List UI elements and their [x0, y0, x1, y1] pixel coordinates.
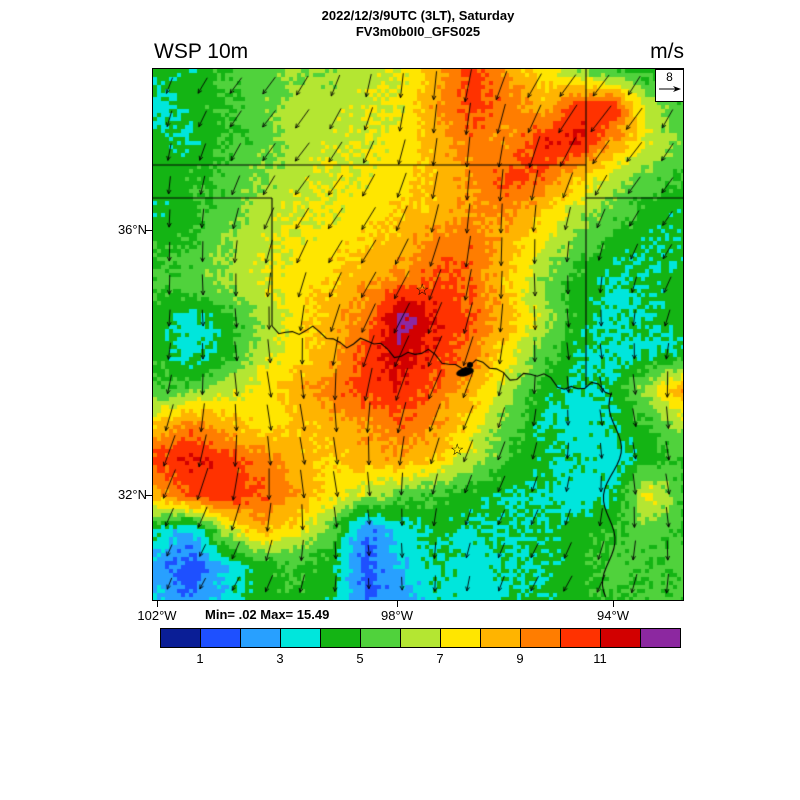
colorbar-tick-label: 5 — [356, 651, 364, 666]
plot-title-datetime: 2022/12/3/9UTC (3LT), Saturday — [321, 8, 515, 23]
plot-header: 2022/12/3/9UTC (3LT), Saturday FV3m0b0I0… — [152, 8, 684, 40]
reference-vector-value: 8 — [666, 70, 673, 84]
colorbar-segment — [600, 628, 641, 648]
variable-title: WSP 10m — [154, 40, 249, 63]
station-star-marker: ☆ — [450, 442, 465, 459]
lon-axis-tick — [397, 601, 398, 607]
lon-axis-tick — [613, 601, 614, 607]
colorbar-segment — [560, 628, 601, 648]
colorbar-segment — [520, 628, 561, 648]
colorbar-segment — [640, 628, 681, 648]
colorbar-tick-label: 7 — [436, 651, 444, 666]
reference-vector-box: 8 — [655, 69, 684, 102]
colorbar — [160, 628, 681, 648]
lat-label-32n: 32°N — [117, 487, 147, 502]
lat-axis-tick — [145, 230, 152, 231]
colorbar-tick-label: 3 — [276, 651, 284, 666]
colorbar-segment — [360, 628, 401, 648]
lat-axis-tick — [145, 495, 152, 496]
colorbar-segment — [160, 628, 201, 648]
lat-label-36n: 36°N — [117, 222, 147, 237]
colorbar-segment — [280, 628, 321, 648]
colorbar-tick-label: 9 — [516, 651, 524, 666]
colorbar-segment — [440, 628, 481, 648]
colorbar-segment — [240, 628, 281, 648]
station-star-marker: ☆ — [415, 282, 430, 299]
reference-arrow-icon — [659, 86, 681, 92]
lon-label-102w: 102°W — [137, 608, 177, 623]
colorbar-segment — [320, 628, 361, 648]
colorbar-labels: 1 3 5 7 9 11 — [0, 651, 800, 667]
lon-label-98w: 98°W — [381, 608, 413, 623]
colorbar-tick-label: 1 — [196, 651, 204, 666]
colorbar-segment — [400, 628, 441, 648]
wind-speed-map-canvas — [153, 69, 683, 600]
colorbar-segment — [200, 628, 241, 648]
colorbar-tick-label: 11 — [593, 651, 607, 666]
colorbar-segment — [480, 628, 521, 648]
lon-label-94w: 94°W — [597, 608, 629, 623]
lon-axis-tick — [157, 601, 158, 607]
units-label: m/s — [650, 40, 684, 63]
map-frame — [152, 68, 684, 601]
min-max-stats: Min= .02 Max= 15.49 — [205, 607, 330, 622]
plot-title-model: FV3m0b0I0_GFS025 — [355, 24, 481, 39]
